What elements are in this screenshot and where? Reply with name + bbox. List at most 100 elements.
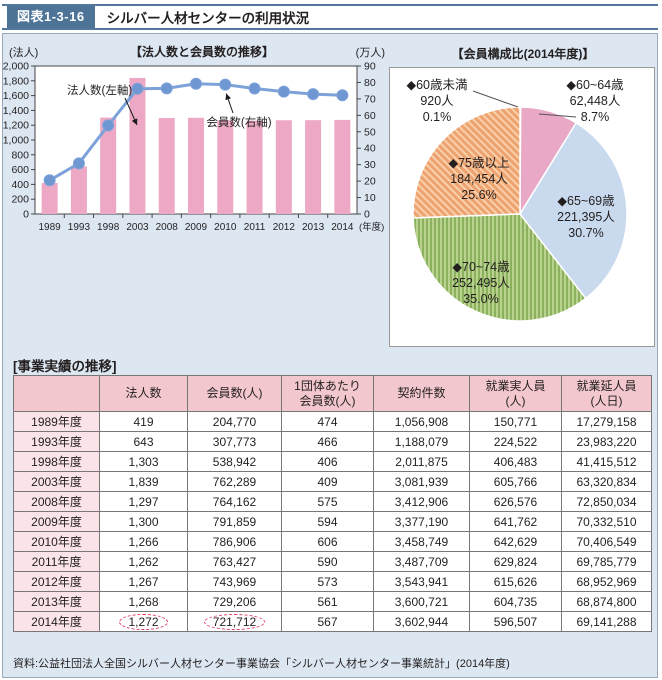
table-cell: 409 — [281, 471, 374, 492]
figure-header: 図表1-3-16 シルバー人材センターの利用状況 — [2, 4, 658, 30]
pie-chart-title: 【会員構成比(2014年度)】 — [451, 47, 595, 61]
table-cell: 629,824 — [469, 551, 562, 572]
business-results-table: 法人数 会員数(人) 1団体あたり 会員数(人) 契約件数 就業実人員 (人) 就業延人員 (人… — [13, 375, 652, 632]
year-cell: 2008年度 — [13, 491, 100, 512]
table-cell: 419 — [99, 411, 188, 432]
left-axis-tick-label: 200 — [11, 194, 29, 206]
table-row: 2010年度 1,266 786,906 606 3,458,749 642,629 70,… — [13, 531, 652, 552]
x-axis-label: 2014 — [331, 222, 354, 233]
table-row: 2011年度 1,262 763,427 590 3,487,709 629,824 69,… — [13, 551, 652, 572]
table-cell: 538,942 — [187, 451, 282, 472]
table-cell: 605,766 — [469, 471, 562, 492]
bar — [246, 120, 263, 214]
table-cell: 224,522 — [469, 431, 562, 452]
source-note: 資料:公益社団法人全国シルバー人材センター事業協会「シルバー人材センター事業統計… — [13, 658, 510, 670]
year-cell: 1993年度 — [13, 431, 100, 452]
line-marker — [190, 77, 202, 90]
table-cell: 561 — [281, 591, 374, 612]
leader-line — [472, 90, 519, 108]
line-marker — [307, 88, 320, 101]
table-cell: 466 — [281, 431, 374, 452]
table-cell: 590 — [281, 551, 374, 572]
year-cell: 2012年度 — [13, 571, 100, 592]
column-header — [13, 375, 100, 412]
table-cell: 642,629 — [469, 531, 562, 552]
leader-line — [538, 113, 577, 118]
highlight-circle: 721,712 — [203, 613, 266, 630]
table-cell: 1,303 — [99, 451, 188, 472]
right-axis-tick-label: 10 — [364, 192, 376, 204]
table-cell: 69,141,288 — [561, 611, 652, 632]
table-cell: 41,415,512 — [561, 451, 652, 472]
table-cell: 68,952,969 — [561, 571, 652, 592]
bar — [217, 120, 234, 214]
right-axis-tick-label: 50 — [364, 126, 376, 138]
line-marker — [72, 157, 85, 170]
bar — [188, 117, 204, 214]
bar — [334, 119, 351, 214]
table-cell: 567 — [281, 611, 374, 632]
table-cell: 1,267 — [99, 571, 188, 592]
table-cell: 791,859 — [187, 511, 282, 532]
table-cell: 23,983,220 — [561, 431, 652, 452]
year-cell: 2010年度 — [13, 531, 100, 552]
table-cell: 1,297 — [99, 491, 188, 512]
table-row: 1993年度 643 307,773 466 1,188,079 224,522 23,98… — [13, 431, 652, 452]
table-cell: 307,773 — [187, 431, 282, 452]
table-cell: 150,771 — [469, 411, 562, 432]
column-header: 法人数 — [99, 375, 188, 412]
pie-slice-label: ◆65~69歳 — [557, 194, 615, 208]
bar — [158, 118, 175, 214]
table-cell: 70,406,549 — [561, 531, 652, 552]
table-cell: 643 — [99, 431, 188, 452]
table-cell: 3,377,190 — [373, 511, 470, 532]
column-header: 会員数(人) — [187, 375, 282, 412]
bar — [70, 166, 87, 214]
column-header: 就業実人員 (人) — [469, 375, 562, 412]
year-cell: 2009年度 — [13, 511, 100, 532]
x-axis-label: 2012 — [273, 222, 296, 233]
pie-slice-label: 184,454人 — [450, 172, 508, 186]
table-row: 2003年度 1,839 762,289 409 3,081,939 605,766 63,… — [13, 471, 652, 492]
table-cell: 406,483 — [469, 451, 562, 472]
x-axis-label: 2003 — [126, 222, 149, 233]
pie-slice-label: ◆70~74歳 — [452, 260, 510, 274]
table-cell: 3,602,944 — [373, 611, 470, 632]
table-cell: 764,162 — [187, 491, 282, 512]
table-row: 2013年度 1,268 729,206 561 3,600,721 604,735 68,… — [13, 591, 652, 612]
left-axis-tick-label: 400 — [11, 179, 29, 191]
table-section-title: [事業実績の推移] — [13, 359, 117, 374]
table-cell: 1,262 — [99, 551, 188, 572]
pie-slice-label: ◆60歳未満 — [406, 78, 467, 92]
table-cell: 1,268 — [99, 591, 188, 612]
line-marker — [248, 82, 261, 95]
table-cell: 63,320,834 — [561, 471, 652, 492]
column-header: 就業延人員 (人日) — [561, 375, 652, 412]
table-cell: 3,458,749 — [373, 531, 470, 552]
table-cell: 3,543,941 — [373, 571, 470, 592]
table-row: 2008年度 1,297 764,162 575 3,412,906 626,576 72,… — [13, 491, 652, 512]
table-cell: 721,712 — [187, 611, 282, 632]
pie-slice-label: 62,448人 — [570, 94, 621, 108]
pie-slice-label: 8.7% — [581, 110, 610, 124]
table-cell: 3,487,709 — [373, 551, 470, 572]
bar-line-chart: (法人) 【法人数と会員数の推移】 (万人)02004006008001,0001,… — [3, 44, 385, 233]
highlight-circle: 1,272 — [119, 613, 168, 630]
left-axis-tick-label: 600 — [11, 164, 29, 176]
year-cell: 2014年度 — [13, 611, 100, 632]
line-marker — [219, 78, 232, 91]
right-axis-tick-label: 30 — [364, 159, 376, 171]
x-axis-label: 1993 — [68, 222, 91, 233]
line-marker — [277, 85, 290, 98]
line-marker — [102, 119, 115, 132]
pie-slice-label: 0.1% — [423, 110, 452, 124]
year-cell: 2003年度 — [13, 471, 100, 492]
year-cell: 2011年度 — [13, 551, 100, 572]
table-cell: 1,839 — [99, 471, 188, 492]
chart-title: 【法人数と会員数の推移】 — [130, 44, 274, 59]
table-row: 1989年度 419 204,770 474 1,056,908 150,771 17,27… — [13, 411, 652, 432]
table-cell: 1,300 — [99, 511, 188, 532]
left-axis-tick-label: 800 — [11, 149, 29, 161]
table-cell: 3,081,939 — [373, 471, 470, 492]
left-axis-tick-label: 1,800 — [3, 75, 29, 87]
